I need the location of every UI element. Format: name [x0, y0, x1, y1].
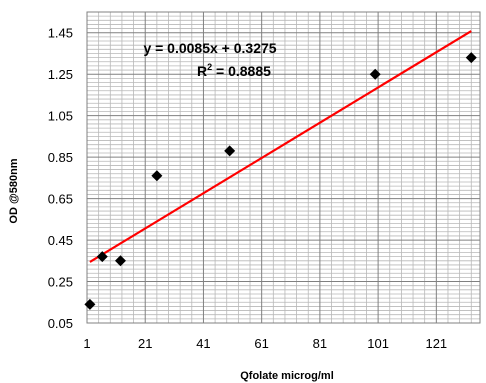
- minor-gridlines: [87, 11, 480, 323]
- x-tick-label: 61: [254, 336, 268, 351]
- data-point-diamond: [465, 52, 477, 64]
- data-points: [84, 52, 477, 310]
- y-tick-label: 1.45: [48, 26, 73, 41]
- y-tick-label: 0.45: [48, 233, 73, 248]
- y-tick-label: 0.85: [48, 150, 73, 165]
- y-axis-tick-labels: 0.05 0.25 0.45 0.65 0.85 1.05 1.25 1.45: [48, 26, 73, 331]
- r-squared-label: R2 = 0.8885: [197, 62, 271, 79]
- plot-area-frame: [86, 11, 481, 324]
- data-point-diamond: [224, 145, 236, 157]
- data-point-diamond: [96, 251, 108, 263]
- x-axis-tick-labels: 1 21 41 61 81 101 121: [83, 336, 447, 351]
- data-point-diamond: [369, 68, 381, 80]
- x-tick-label: 121: [425, 336, 447, 351]
- data-point-diamond: [151, 170, 163, 182]
- r-squared-value: = 0.8885: [212, 63, 271, 79]
- y-tick-label: 0.25: [48, 275, 73, 290]
- data-point-diamond: [114, 255, 126, 267]
- linear-trendline: [89, 30, 472, 263]
- x-tick-label: 1: [83, 336, 90, 351]
- data-point-diamond: [84, 298, 96, 310]
- x-axis-title: Qfolate microg/ml: [240, 370, 334, 382]
- y-tick-label: 0.65: [48, 192, 73, 207]
- r-squared-prefix: R: [197, 63, 207, 79]
- y-tick-label: 1.25: [48, 67, 73, 82]
- y-tick-label: 1.05: [48, 109, 73, 124]
- y-tick-label: 0.05: [48, 316, 73, 331]
- trendline-equation: y = 0.0085x + 0.3275: [143, 40, 276, 56]
- x-tick-label: 101: [367, 336, 389, 351]
- x-tick-label: 81: [313, 336, 327, 351]
- y-axis-title: OD @580nm: [8, 158, 20, 223]
- x-tick-label: 21: [138, 336, 152, 351]
- x-tick-label: 41: [196, 336, 210, 351]
- r-squared-superscript: 2: [207, 62, 212, 72]
